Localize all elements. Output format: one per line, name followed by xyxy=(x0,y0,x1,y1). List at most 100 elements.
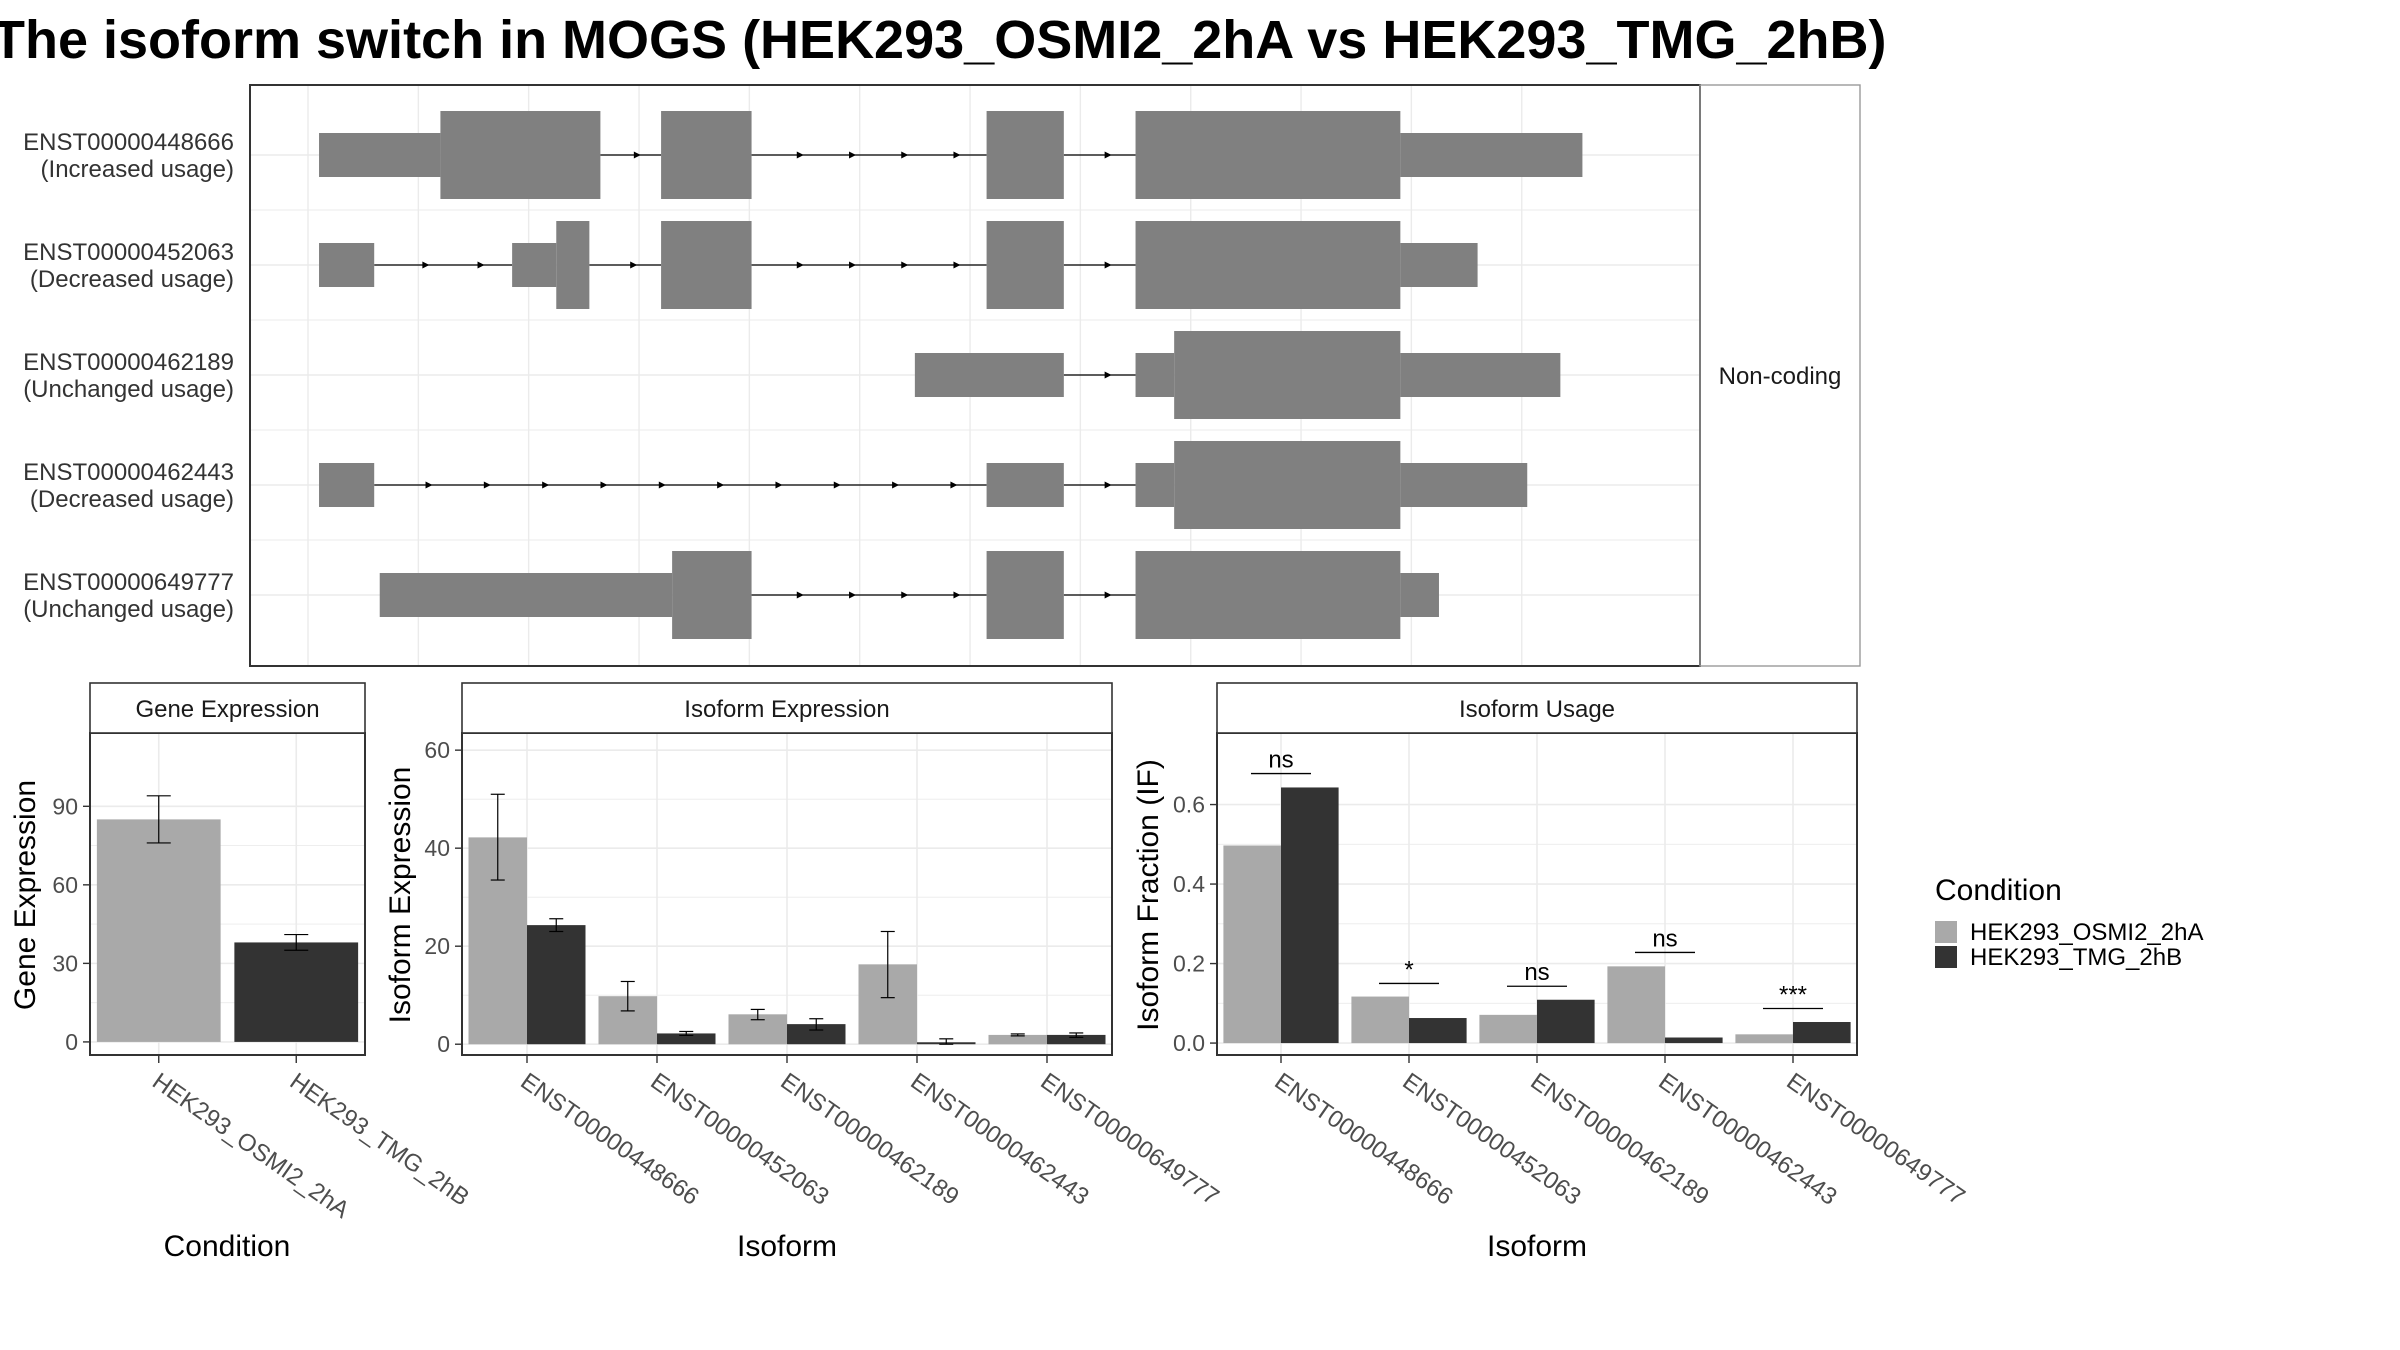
significance-label: ns xyxy=(1268,747,1293,774)
intron-arrow xyxy=(633,151,641,159)
intron-arrow xyxy=(422,261,430,269)
legend-title: Condition xyxy=(1935,874,2062,907)
intron-arrow xyxy=(542,481,550,489)
intron-arrow xyxy=(901,261,909,269)
transcript-id-label: ENST00000462443 xyxy=(23,459,234,486)
intron-arrow xyxy=(849,151,857,159)
y-tick-label: 0.2 xyxy=(1173,951,1205,977)
coding-exon xyxy=(556,221,590,309)
coding-exon xyxy=(1174,331,1401,419)
intron-arrow xyxy=(901,151,909,159)
intron-arrow xyxy=(600,481,608,489)
y-axis-title: Isoform Expression xyxy=(384,767,417,1024)
utr-exon xyxy=(319,133,441,177)
bar xyxy=(527,925,586,1045)
y-axis-title: Isoform Fraction (IF) xyxy=(1132,759,1165,1031)
intron-arrow xyxy=(953,151,961,159)
intron-arrow xyxy=(796,261,804,269)
intron-arrow xyxy=(796,151,804,159)
transcript-structure-panel: ENST00000448666(Increased usage) ENST0000… xyxy=(23,84,1861,667)
significance-label: ns xyxy=(1524,959,1549,986)
transcript-track xyxy=(914,331,1561,419)
transcript-id-label: ENST00000448666 xyxy=(23,129,234,156)
transcript-track xyxy=(319,221,1478,309)
transcript-track xyxy=(319,441,1528,529)
y-tick-label: 60 xyxy=(52,872,78,898)
coding-exon xyxy=(986,551,1064,639)
utr-exon xyxy=(379,573,673,617)
coding-exon xyxy=(986,111,1064,199)
coding-exon xyxy=(1135,551,1401,639)
significance-label: * xyxy=(1404,956,1413,983)
y-tick-label: 90 xyxy=(52,793,78,819)
bar xyxy=(1409,1018,1467,1044)
intron-arrow xyxy=(630,261,638,269)
utr-exon xyxy=(1400,133,1583,177)
coding-exon xyxy=(661,111,752,199)
y-tick-label: 0.6 xyxy=(1173,792,1205,818)
coding-exon xyxy=(1174,441,1401,529)
utr-exon xyxy=(1400,573,1439,617)
transcript-usage-label: (Decreased usage) xyxy=(30,266,234,293)
bar xyxy=(1281,787,1339,1044)
significance-label: *** xyxy=(1779,981,1807,1008)
legend-item-label: HEK293_OSMI2_2hA xyxy=(1970,919,2203,946)
bar xyxy=(1351,996,1409,1044)
panel-title: Isoform Usage xyxy=(1459,696,1615,723)
intron-arrow xyxy=(950,481,958,489)
panel-title: Gene Expression xyxy=(135,696,319,723)
coding-exon xyxy=(1135,221,1401,309)
y-tick-label: 0.4 xyxy=(1173,871,1205,897)
coding-exon xyxy=(440,111,601,199)
coding-exon xyxy=(986,221,1064,309)
intron-arrow xyxy=(425,481,433,489)
bar xyxy=(1665,1037,1723,1044)
bar xyxy=(1793,1022,1851,1044)
panel-title: Isoform Expression xyxy=(684,696,889,723)
bar xyxy=(1479,1014,1537,1044)
panel-strip xyxy=(89,682,366,734)
y-tick-label: 40 xyxy=(424,835,450,861)
utr-exon xyxy=(1400,463,1528,507)
intron-arrow xyxy=(775,481,783,489)
intron-arrow xyxy=(953,591,961,599)
bar xyxy=(787,1024,846,1045)
utr-exon xyxy=(512,243,557,287)
x-axis-title: Isoform xyxy=(1487,1230,1587,1263)
figure-title: The isoform switch in MOGS (HEK293_OSMI2… xyxy=(0,10,1886,70)
y-tick-label: 0 xyxy=(65,1029,78,1055)
bar xyxy=(1047,1034,1106,1045)
facet-strip xyxy=(1699,84,1861,667)
bar xyxy=(657,1033,716,1045)
utr-exon xyxy=(914,353,1064,397)
intron-arrow xyxy=(901,591,909,599)
y-tick-label: 60 xyxy=(424,737,450,763)
utr-exon xyxy=(986,463,1064,507)
transcript-track xyxy=(319,111,1583,199)
intron-arrow xyxy=(477,261,485,269)
panel-strip xyxy=(1216,682,1858,734)
y-tick-label: 20 xyxy=(424,933,450,959)
bar xyxy=(988,1034,1047,1045)
x-axis-title: Condition xyxy=(164,1230,291,1263)
intron-arrow xyxy=(1104,261,1112,269)
transcript-id-label: ENST00000462189 xyxy=(23,349,234,376)
y-tick-label: 30 xyxy=(52,950,78,976)
intron-arrow xyxy=(796,591,804,599)
intron-arrow xyxy=(717,481,725,489)
intron-arrow xyxy=(658,481,666,489)
coding-exon xyxy=(1135,111,1401,199)
transcript-id-label: ENST00000649777 xyxy=(23,569,234,596)
intron-arrow xyxy=(892,481,900,489)
utr-exon xyxy=(319,243,375,287)
transcript-usage-label: (Unchanged usage) xyxy=(23,596,234,623)
intron-arrow xyxy=(833,481,841,489)
coding-exon xyxy=(672,551,752,639)
bar xyxy=(96,819,221,1042)
y-tick-label: 0 xyxy=(437,1031,450,1057)
x-axis-title: Isoform xyxy=(737,1230,837,1263)
